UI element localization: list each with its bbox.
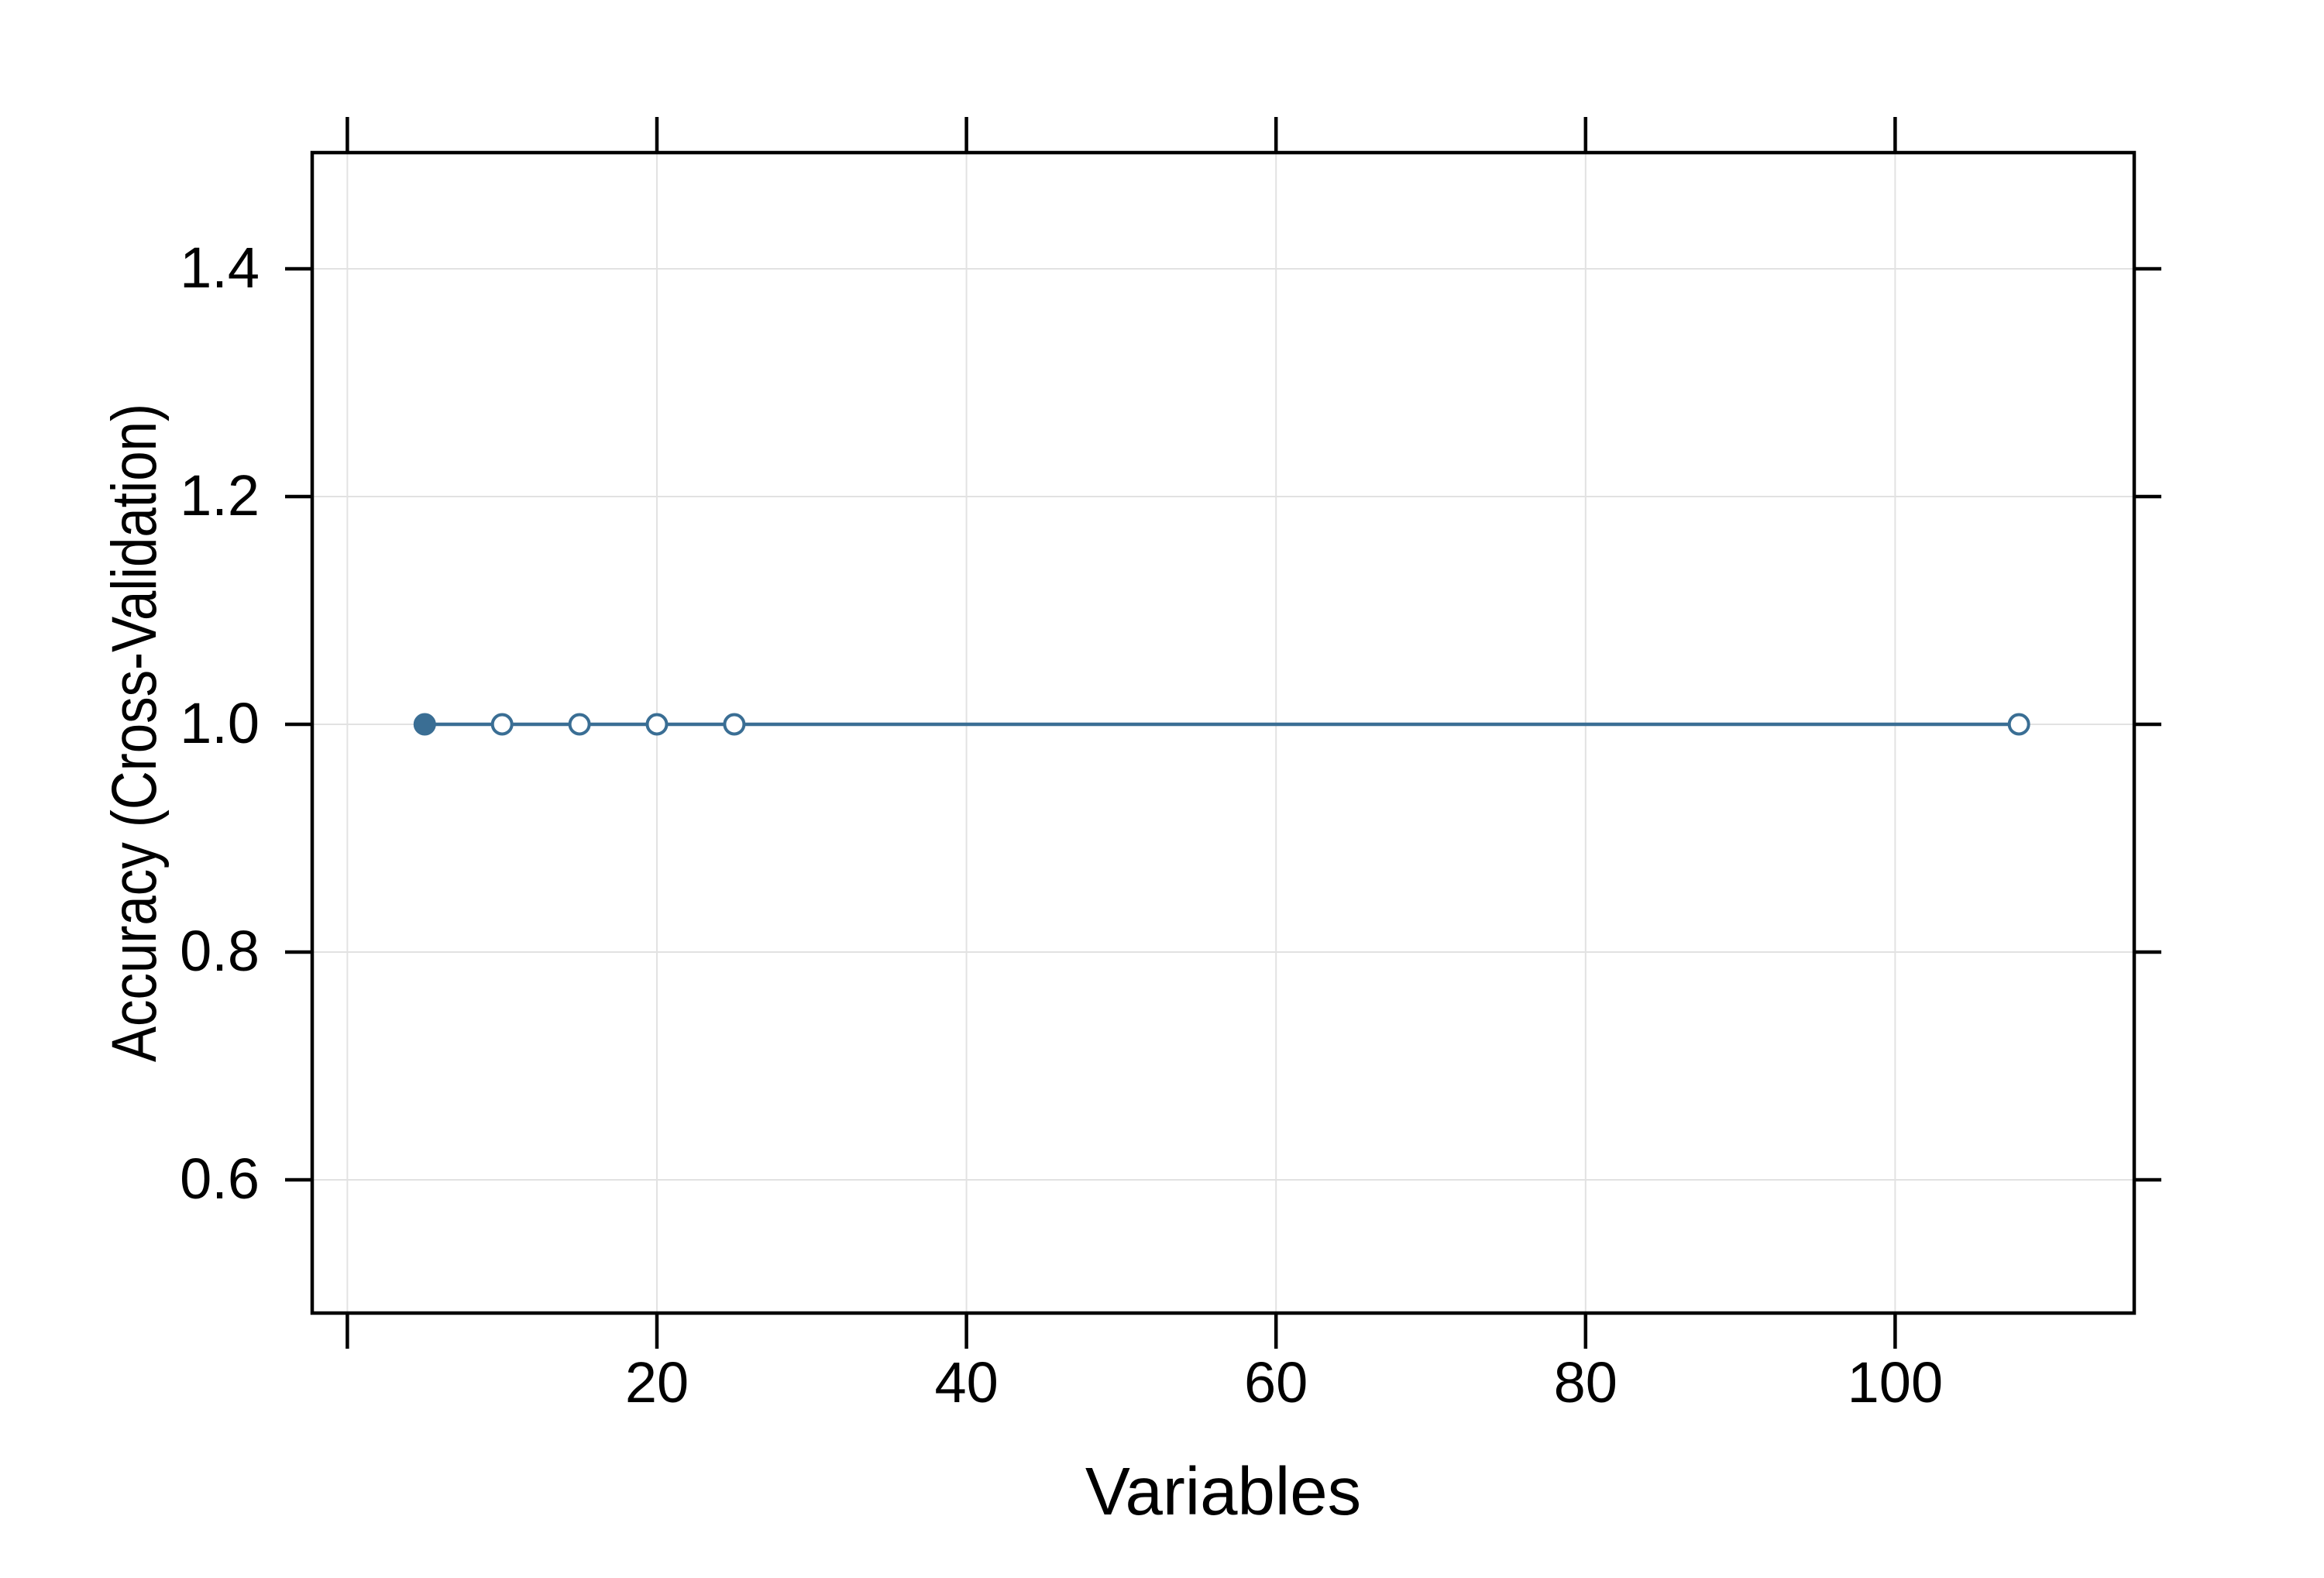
- svg-text:1.4: 1.4: [180, 235, 260, 300]
- svg-text:Variables: Variables: [1085, 1454, 1361, 1529]
- svg-text:20: 20: [625, 1350, 689, 1415]
- svg-text:80: 80: [1554, 1350, 1618, 1415]
- svg-text:0.8: 0.8: [180, 919, 260, 983]
- svg-text:1.0: 1.0: [180, 691, 260, 755]
- svg-text:100: 100: [1848, 1350, 1943, 1415]
- svg-text:40: 40: [934, 1350, 998, 1415]
- svg-text:0.6: 0.6: [180, 1147, 260, 1211]
- svg-text:1.2: 1.2: [180, 463, 260, 528]
- svg-text:60: 60: [1244, 1350, 1308, 1415]
- svg-text:Accuracy (Cross-Validation): Accuracy (Cross-Validation): [99, 404, 170, 1062]
